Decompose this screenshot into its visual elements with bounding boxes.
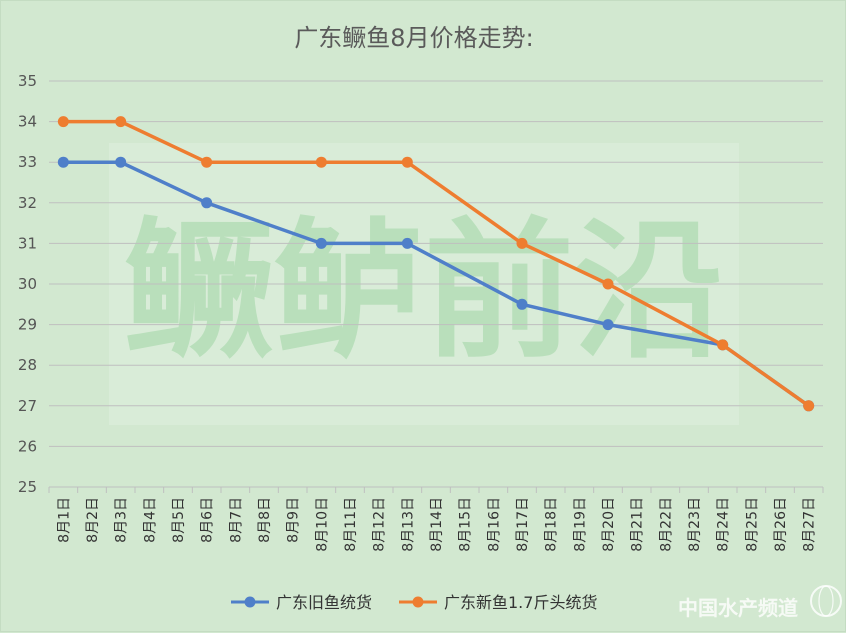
data-point-1-8[interactable] (803, 400, 815, 412)
x-tick-label: 8月11日 (343, 497, 359, 552)
x-tick-label: 8月15日 (458, 497, 474, 552)
x-tick-label: 8月14日 (429, 497, 445, 552)
y-tick-label: 28 (18, 356, 37, 374)
x-tick-label: 8月20日 (601, 497, 617, 552)
data-point-0-6[interactable] (602, 319, 614, 331)
y-tick-label: 25 (18, 478, 37, 496)
y-tick-label: 29 (18, 316, 37, 334)
globe-meridian-icon (818, 585, 834, 617)
x-tick-label: 8月18日 (544, 497, 560, 552)
legend: 广东旧鱼统货 广东新鱼1.7斤头统货 (231, 593, 597, 612)
data-point-1-1[interactable] (115, 116, 127, 128)
data-point-1-0[interactable] (57, 116, 69, 128)
data-point-1-3[interactable] (315, 156, 327, 168)
data-point-1-2[interactable] (201, 156, 213, 168)
x-tick-label: 8月21日 (630, 497, 646, 552)
x-tick-label: 8月19日 (572, 497, 588, 552)
x-tick-label: 8月26日 (773, 497, 789, 552)
y-tick-label: 32 (18, 194, 37, 212)
y-axis-ticks: 25 26 27 28 29 30 31 32 33 34 35 (18, 72, 37, 496)
x-tick-label: 8月27日 (802, 497, 818, 552)
data-point-0-1[interactable] (115, 156, 127, 168)
series-layer (57, 116, 815, 412)
x-tick-label: 8月23日 (687, 497, 703, 552)
x-tick-label: 8月16日 (486, 497, 502, 552)
chart-title: 广东鳜鱼8月价格走势: (294, 24, 533, 52)
legend-item-old[interactable]: 广东旧鱼统货 (231, 593, 372, 612)
x-tick-label: 8月8日 (257, 497, 273, 543)
data-point-1-6[interactable] (602, 278, 614, 290)
y-tick-label: 34 (18, 113, 37, 131)
x-tick-label: 8月6日 (200, 497, 216, 543)
y-tick-label: 31 (18, 234, 37, 252)
x-tick-label: 8月17日 (515, 497, 531, 552)
data-point-0-5[interactable] (516, 298, 528, 310)
data-point-0-3[interactable] (315, 237, 327, 249)
x-tick-label: 8月4日 (142, 497, 158, 543)
x-tick-label: 8月3日 (114, 497, 130, 543)
legend-marker-old (244, 596, 256, 608)
data-point-0-2[interactable] (201, 197, 213, 209)
y-tick-label: 26 (18, 437, 37, 455)
data-point-1-7[interactable] (717, 339, 729, 351)
grid-layer (49, 80, 823, 488)
legend-label-old: 广东旧鱼统货 (276, 593, 372, 612)
x-tick-label: 8月1日 (56, 497, 72, 543)
x-tick-label: 8月7日 (228, 497, 244, 543)
watermark-text: 鳜鲈前沿 (124, 205, 724, 379)
y-tick-label: 27 (18, 397, 37, 415)
x-tick-label: 8月13日 (400, 497, 416, 552)
x-tick-label: 8月9日 (286, 497, 302, 543)
x-tick-label: 8月2日 (85, 497, 101, 543)
x-tick-label: 8月24日 (716, 497, 732, 552)
data-point-1-4[interactable] (401, 156, 413, 168)
data-point-0-0[interactable] (57, 156, 69, 168)
x-tick-label: 8月5日 (171, 497, 187, 543)
data-point-1-5[interactable] (516, 237, 528, 249)
legend-label-new: 广东新鱼1.7斤头统货 (444, 593, 597, 612)
x-tick-label: 8月22日 (658, 497, 674, 552)
brand-logo: 中国水产频道 (678, 585, 842, 620)
y-tick-label: 30 (18, 275, 37, 293)
x-tick-label: 8月25日 (744, 497, 760, 552)
x-tick-label: 8月12日 (372, 497, 388, 552)
legend-item-new[interactable]: 广东新鱼1.7斤头统货 (399, 593, 597, 612)
x-axis-ticks: 8月1日 8月2日 8月3日 8月4日 8月5日 8月6日 8月7日 8月8日 8月9日 8月10… (48, 487, 824, 552)
y-tick-label: 35 (18, 72, 37, 90)
data-point-0-4[interactable] (401, 237, 413, 249)
globe-icon (810, 585, 842, 617)
x-tick-label: 8月10日 (314, 497, 330, 552)
brand-logo-text: 中国水产频道 (678, 596, 798, 620)
y-tick-label: 33 (18, 153, 37, 171)
legend-marker-new (412, 596, 424, 608)
